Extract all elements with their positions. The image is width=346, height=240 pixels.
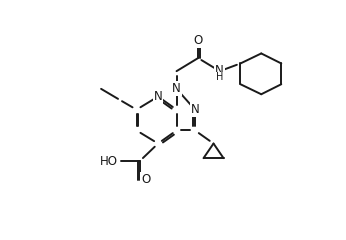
- Text: H: H: [216, 72, 224, 82]
- Text: N: N: [191, 103, 199, 116]
- Text: HO: HO: [100, 155, 118, 168]
- Text: O: O: [141, 173, 151, 186]
- Text: O: O: [193, 34, 203, 47]
- Text: N: N: [215, 64, 224, 77]
- Text: N: N: [172, 82, 181, 95]
- Text: N: N: [154, 90, 163, 103]
